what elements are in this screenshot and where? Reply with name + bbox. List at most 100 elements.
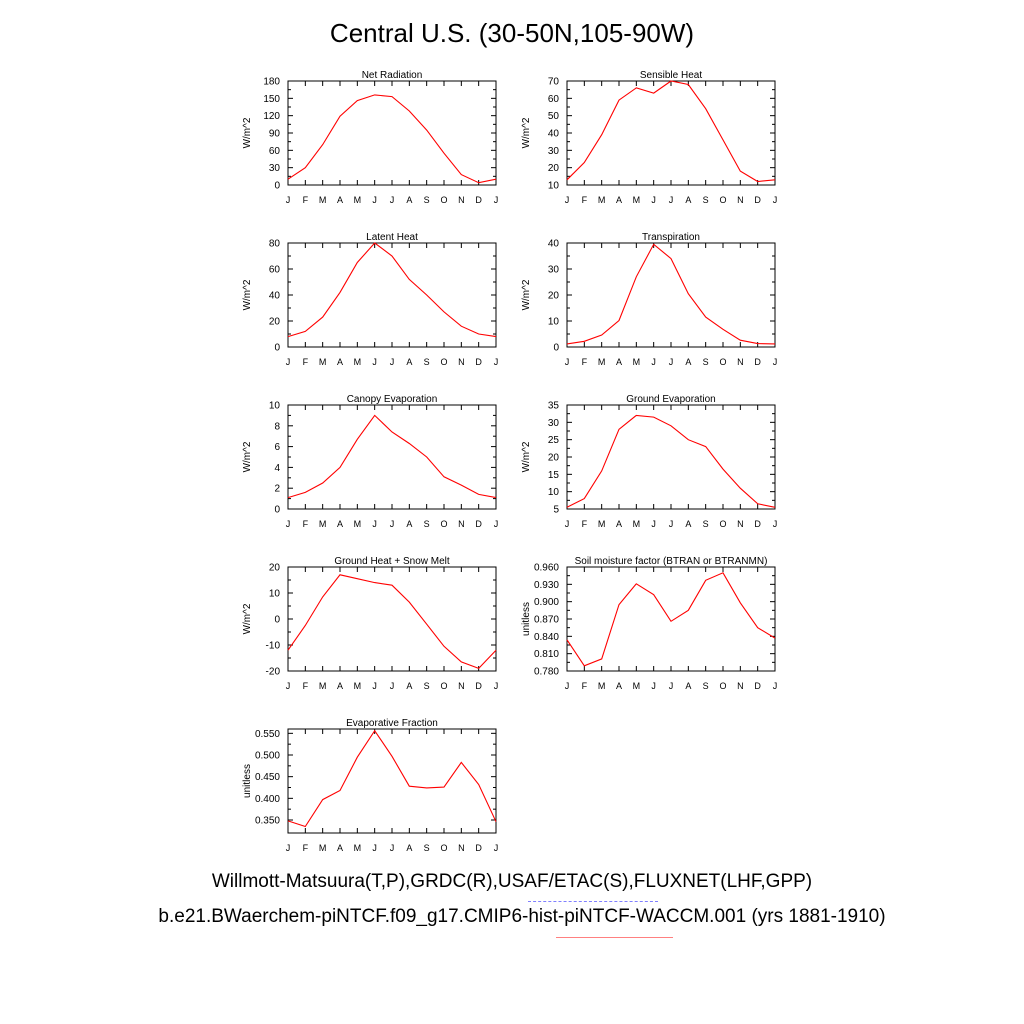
x-tick-label: N — [737, 195, 744, 205]
x-tick-label: M — [319, 519, 327, 529]
series-line — [287, 414, 497, 499]
x-tick-label: A — [337, 681, 343, 691]
x-tick-label: D — [754, 195, 761, 205]
x-tick-label: J — [286, 519, 291, 529]
x-tick-label: J — [372, 519, 377, 529]
x-tick-label: J — [494, 195, 499, 205]
x-tick-label: D — [475, 519, 482, 529]
x-tick-label: J — [669, 195, 674, 205]
y-tick-label: -10 — [266, 641, 281, 652]
y-tick-label: -20 — [266, 667, 281, 678]
x-tick-label: J — [773, 519, 778, 529]
case-legend-line — [556, 937, 673, 938]
series-line — [566, 80, 776, 183]
y-tick-label: 6 — [274, 442, 280, 453]
x-tick-label: F — [582, 519, 588, 529]
x-tick-label: M — [598, 519, 606, 529]
y-tick-label: 0.870 — [534, 615, 559, 626]
y-tick-label: 20 — [548, 453, 560, 464]
y-tick-label: 0.840 — [534, 632, 559, 643]
x-tick-label: J — [669, 681, 674, 691]
y-tick-label: 60 — [548, 94, 560, 105]
x-tick-label: M — [633, 357, 641, 367]
y-tick-label: 70 — [548, 77, 560, 88]
x-tick-label: D — [754, 357, 761, 367]
x-tick-label: J — [651, 357, 656, 367]
y-tick-label: 60 — [269, 265, 281, 276]
x-tick-label: J — [651, 681, 656, 691]
x-tick-label: J — [773, 195, 778, 205]
x-tick-label: J — [773, 681, 778, 691]
x-tick-label: O — [440, 195, 447, 205]
x-tick-label: J — [390, 681, 395, 691]
x-tick-label: J — [286, 357, 291, 367]
y-tick-label: 80 — [269, 239, 281, 250]
plot-frame — [287, 404, 497, 510]
x-tick-label: D — [475, 843, 482, 853]
y-axis-label: W/m^2 — [242, 117, 253, 148]
x-tick-label: A — [616, 681, 622, 691]
x-tick-label: N — [737, 681, 744, 691]
x-tick-label: S — [424, 519, 430, 529]
x-tick-label: A — [616, 357, 622, 367]
x-tick-label: O — [719, 681, 726, 691]
x-tick-label: M — [633, 681, 641, 691]
y-tick-label: 60 — [269, 146, 281, 157]
x-tick-label: J — [494, 519, 499, 529]
plot-frame — [566, 566, 776, 672]
x-tick-label: D — [475, 681, 482, 691]
x-tick-label: A — [337, 195, 343, 205]
x-tick-label: F — [582, 357, 588, 367]
x-tick-label: J — [390, 519, 395, 529]
x-tick-label: A — [406, 195, 412, 205]
y-axis-label: W/m^2 — [242, 441, 253, 472]
x-tick-label: A — [616, 195, 622, 205]
y-tick-label: 20 — [269, 563, 281, 574]
x-tick-label: D — [475, 195, 482, 205]
series-line — [287, 94, 497, 184]
y-tick-label: 30 — [548, 418, 560, 429]
x-tick-label: J — [669, 357, 674, 367]
y-axis-label: unitless — [242, 764, 253, 798]
x-tick-label: A — [337, 519, 343, 529]
x-tick-label: J — [565, 357, 570, 367]
x-tick-label: J — [286, 843, 291, 853]
y-tick-label: 25 — [548, 435, 560, 446]
x-tick-label: M — [319, 357, 327, 367]
y-tick-label: 10 — [269, 589, 281, 600]
y-tick-label: 30 — [548, 146, 560, 157]
x-tick-label: A — [685, 195, 691, 205]
series-line — [566, 243, 776, 345]
y-tick-label: 0.930 — [534, 580, 559, 591]
y-axis-label: W/m^2 — [242, 603, 253, 634]
y-tick-label: 10 — [548, 487, 560, 498]
x-tick-label: J — [565, 681, 570, 691]
y-tick-label: 8 — [274, 421, 280, 432]
panel-title: Ground Heat + Snow Melt — [334, 556, 450, 567]
x-tick-label: J — [494, 681, 499, 691]
series-line — [287, 729, 497, 828]
x-tick-label: F — [303, 681, 309, 691]
y-tick-label: 50 — [548, 111, 560, 122]
x-tick-label: N — [458, 357, 465, 367]
panel-title: Ground Evaporation — [626, 394, 716, 405]
y-tick-label: 0.900 — [534, 597, 559, 608]
series-line — [566, 414, 776, 508]
x-tick-label: O — [440, 843, 447, 853]
x-tick-label: J — [372, 195, 377, 205]
x-tick-label: J — [669, 519, 674, 529]
y-tick-label: 0.400 — [255, 794, 280, 805]
x-tick-label: S — [424, 843, 430, 853]
x-tick-label: J — [565, 519, 570, 529]
y-tick-label: 0.780 — [534, 667, 559, 678]
x-tick-label: A — [406, 681, 412, 691]
y-tick-label: 0.350 — [255, 816, 280, 827]
x-tick-label: M — [319, 681, 327, 691]
plot-frame — [287, 566, 497, 672]
y-tick-label: 90 — [269, 129, 281, 140]
x-tick-label: J — [494, 357, 499, 367]
